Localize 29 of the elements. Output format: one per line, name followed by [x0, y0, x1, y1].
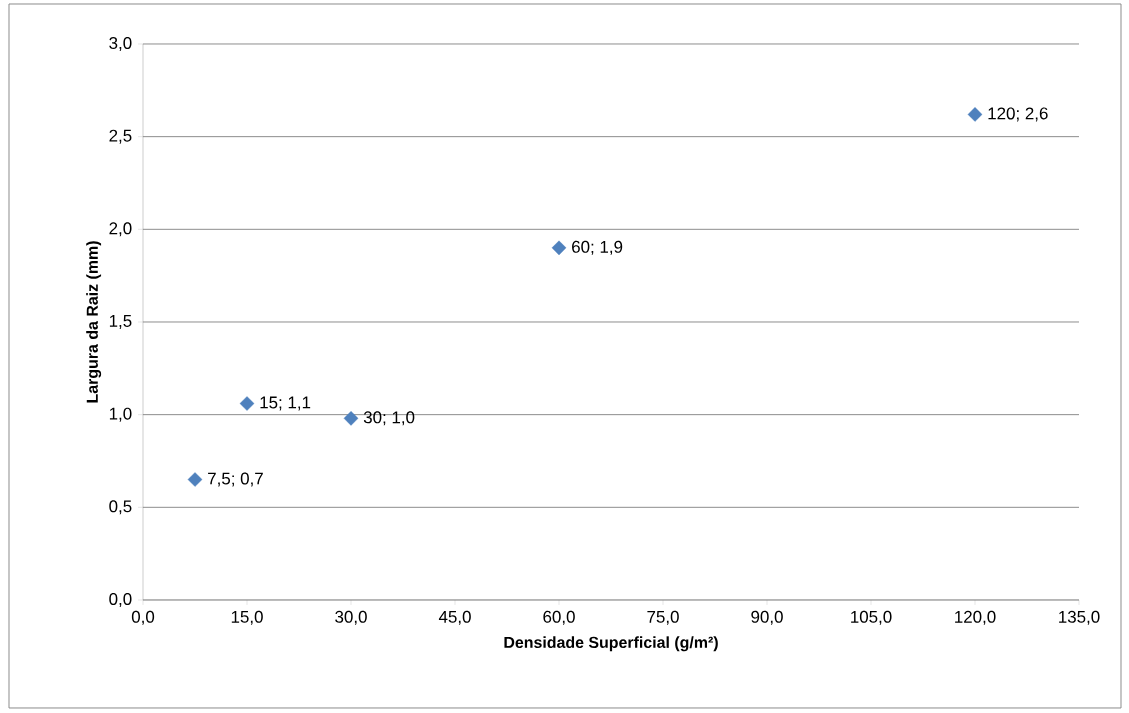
data-label: 7,5; 0,7 [208, 472, 263, 487]
point [967, 107, 983, 122]
x-tick-label: 60,0 [543, 610, 575, 625]
x-tick-label: 30,0 [335, 610, 367, 625]
x-tick-label: 15,0 [231, 610, 263, 625]
y-axis-title: Largura da Raiz (mm) [86, 241, 102, 403]
y-tick-label: 2,0 [109, 222, 132, 237]
data-label: 15; 1,1 [260, 396, 311, 411]
point [551, 240, 567, 256]
data-label: 60; 1,9 [572, 240, 623, 255]
x-tick-label: 90,0 [751, 610, 783, 625]
y-tick-label: 0,0 [109, 592, 132, 607]
y-tick-label: 2,5 [109, 129, 132, 144]
data-label: 120; 2,6 [988, 107, 1048, 122]
y-tick-label: 3,0 [109, 36, 132, 51]
data-label: 30; 1,0 [363, 411, 415, 426]
y-tick-label: 1,0 [109, 407, 132, 422]
x-tick-label: 105,0 [851, 610, 892, 625]
x-tick-label: 0,0 [131, 610, 155, 625]
point [343, 411, 359, 426]
x-tick-label: 75,0 [647, 610, 679, 625]
x-tick-label: 45,0 [438, 610, 471, 625]
point [187, 472, 203, 487]
point [239, 396, 255, 411]
y-tick-label: 0,5 [109, 500, 132, 515]
x-tick-label: 120,0 [955, 610, 996, 625]
x-tick-label: 135,0 [1059, 610, 1100, 625]
x-axis-title: Densidade Superficial (g/m²) [504, 636, 718, 652]
y-tick-label: 1,5 [109, 315, 132, 329]
